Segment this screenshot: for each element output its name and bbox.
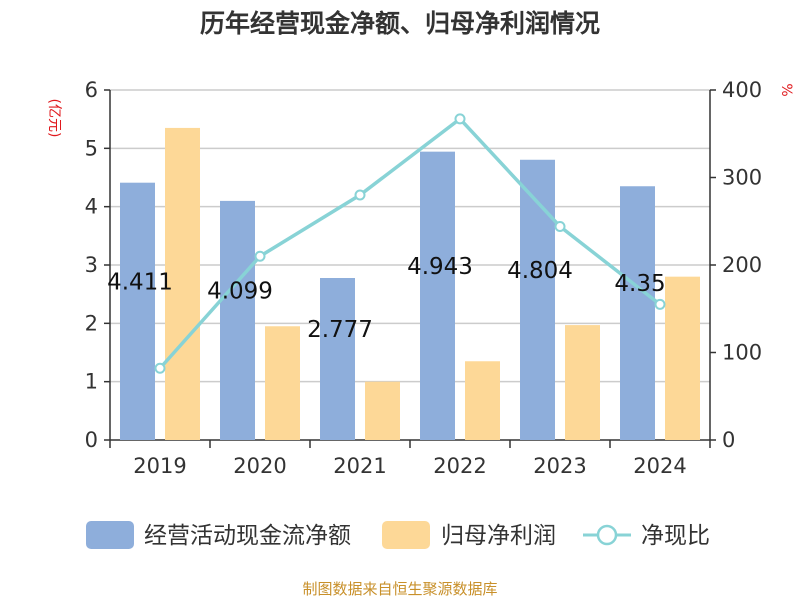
left-tick-label: 3 — [85, 253, 98, 277]
bar-cashflow — [120, 182, 155, 441]
data-label: 4.411 — [107, 269, 173, 295]
right-axis-ticks: 0 100 200 300 400 — [710, 78, 762, 452]
x-tick-label: 2024 — [633, 454, 686, 478]
legend-label-profit: 归母净利润 — [441, 523, 556, 549]
bar-cashflow — [420, 151, 455, 441]
x-tick-label: 2023 — [533, 454, 586, 478]
left-tick-label: 6 — [85, 78, 98, 102]
data-labels: 4.411 4.099 2.777 4.943 4.804 4.35 — [107, 254, 666, 343]
ratio-point — [454, 113, 466, 125]
data-label: 4.943 — [407, 254, 473, 280]
right-tick-label: 0 — [722, 428, 735, 452]
bar-profit — [365, 381, 400, 440]
right-tick-label: 100 — [722, 341, 762, 365]
right-axis-unit: % — [778, 83, 794, 96]
ratio-point — [254, 250, 266, 262]
legend: 经营活动现金流净额 归母净利润 净现比 — [86, 521, 710, 549]
left-axis-unit: (亿元) — [46, 99, 62, 138]
x-tick-label: 2022 — [433, 454, 486, 478]
x-tick-label: 2019 — [133, 454, 186, 478]
data-label: 4.804 — [507, 258, 573, 284]
ratio-point — [154, 362, 166, 374]
ratio-point — [554, 221, 566, 232]
ratio-point — [354, 189, 366, 201]
bar-profit — [665, 276, 700, 440]
legend-label-cashflow: 经营活动现金流净额 — [144, 523, 351, 549]
left-tick-label: 2 — [85, 311, 98, 335]
legend-swatch-profit — [382, 521, 430, 549]
bar-cashflow — [520, 159, 555, 440]
legend-item-ratio[interactable]: 净现比 — [583, 523, 710, 549]
legend-swatch-ratio-marker — [596, 524, 618, 546]
legend-label-ratio: 净现比 — [641, 523, 710, 549]
left-tick-label: 5 — [85, 136, 98, 160]
chart-title: 历年经营现金净额、归母净利润情况 — [200, 9, 600, 38]
data-label: 2.777 — [307, 317, 373, 343]
x-tick-label: 2020 — [233, 454, 286, 478]
data-label: 4.099 — [207, 278, 273, 304]
bar-profit — [465, 361, 500, 440]
ratio-point — [654, 298, 666, 310]
legend-item-profit[interactable]: 归母净利润 — [382, 521, 556, 549]
bar-profit — [565, 325, 600, 440]
x-axis-ticks: 2019 2020 2021 2022 2023 2024 — [109, 440, 711, 478]
gridlines — [110, 89, 710, 383]
bar-cashflow — [320, 278, 355, 440]
legend-swatch-cashflow — [86, 521, 134, 549]
x-tick-label: 2021 — [333, 454, 386, 478]
bar-profit — [165, 127, 200, 441]
left-tick-label: 0 — [85, 428, 98, 452]
source-note: 制图数据来自恒生聚源数据库 — [302, 580, 497, 598]
bar-cashflow — [620, 186, 655, 440]
ratio-line-path — [158, 116, 662, 370]
bar-cashflow — [220, 200, 255, 440]
left-axis-ticks: 0 1 2 3 4 5 6 — [85, 78, 110, 452]
right-tick-label: 300 — [722, 166, 762, 190]
left-tick-label: 4 — [85, 195, 98, 219]
right-tick-label: 400 — [722, 78, 762, 102]
bars — [120, 127, 700, 441]
ratio-line — [154, 113, 666, 374]
data-label: 4.35 — [614, 271, 665, 297]
legend-item-cashflow[interactable]: 经营活动现金流净额 — [86, 521, 351, 549]
bar-profit — [265, 326, 300, 440]
left-tick-label: 1 — [85, 370, 98, 394]
right-tick-label: 200 — [722, 253, 762, 277]
